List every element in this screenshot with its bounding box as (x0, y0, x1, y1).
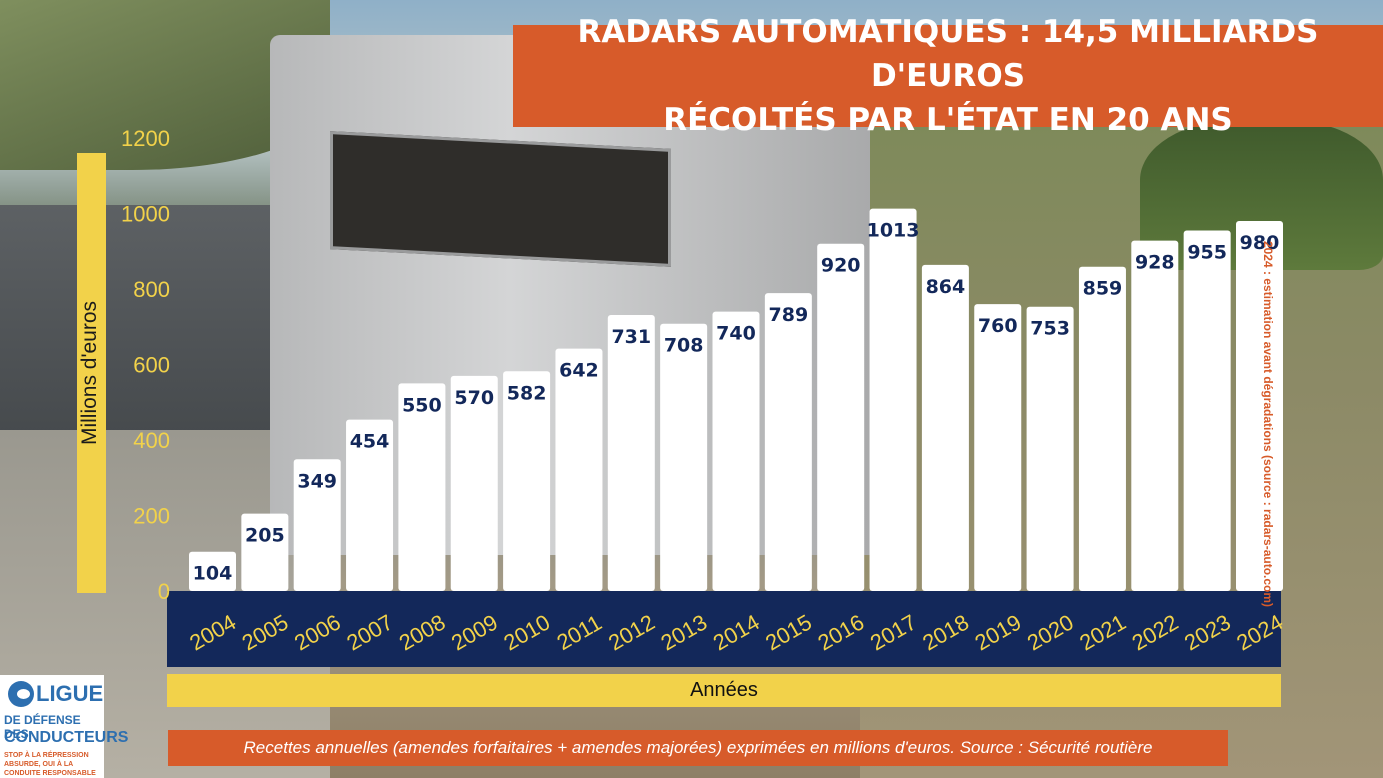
x-tick-label-2011: 2011 (552, 610, 605, 655)
data-label-2022: 928 (1135, 252, 1175, 274)
bar-2010 (503, 371, 551, 591)
data-label-2010: 582 (507, 382, 547, 404)
bar-2011 (555, 348, 603, 591)
logo-mark-icon (8, 681, 34, 707)
bar-2008 (398, 383, 446, 591)
x-tick-label-2012: 2012 (604, 609, 659, 655)
y-tick-label: 600 (133, 353, 170, 378)
logo-tagline: STOP À LA RÉPRESSION ABSURDE, OUI À LA C… (4, 752, 96, 777)
bar-2020 (1026, 306, 1074, 591)
bar-2006 (293, 459, 341, 591)
x-tick-label-2013: 2013 (656, 609, 711, 655)
data-label-2005: 205 (245, 525, 285, 547)
data-label-2008: 550 (402, 394, 442, 416)
data-label-2019: 760 (978, 315, 1018, 337)
y-axis-strip (77, 153, 106, 593)
x-tick-label-2015: 2015 (761, 609, 816, 655)
logo-text-line-1: LIGUE (36, 681, 104, 706)
bar-2014 (712, 311, 760, 591)
x-tick-label-2023: 2023 (1180, 609, 1235, 655)
x-tick-label-2022: 2022 (1128, 609, 1183, 655)
x-tick-label-2009: 2009 (447, 609, 502, 655)
x-tick-label-2008: 2008 (395, 609, 450, 655)
bar-2024 (1236, 221, 1283, 592)
data-label-2016: 920 (821, 255, 861, 277)
x-tick-label-2004: 2004 (185, 609, 240, 655)
logo-text-line-2: DE DÉFENSE DES (4, 713, 81, 741)
x-tick-label-2017: 2017 (866, 609, 921, 655)
bar-2007 (346, 419, 394, 591)
x-tick-label-2019: 2019 (971, 609, 1026, 655)
data-label-2017: 1013 (867, 220, 920, 242)
bar-2023 (1183, 230, 1231, 592)
title-line-2: RÉCOLTÉS PAR L'ÉTAT EN 20 ANS (663, 102, 1233, 138)
background-road (0, 205, 300, 445)
bar-2021 (1078, 266, 1126, 591)
bar-2005 (241, 513, 289, 591)
estimate-note: 2024 : estimation avant dégradations (so… (1261, 240, 1275, 608)
x-tick-label-2006: 2006 (290, 609, 345, 655)
data-label-2024: 980 (1240, 232, 1280, 254)
data-label-2007: 454 (350, 431, 390, 453)
x-tick-label-2024: 2024 (1232, 609, 1287, 655)
y-tick-label: 400 (133, 428, 170, 453)
y-tick-label: 1000 (121, 202, 170, 227)
bar-2015 (764, 293, 812, 591)
data-label-2009: 570 (454, 387, 494, 409)
data-label-2013: 708 (664, 335, 704, 357)
x-tick-label-2021: 2021 (1075, 609, 1130, 655)
data-label-2023: 955 (1187, 241, 1227, 263)
bar-2017 (869, 208, 917, 591)
y-tick-label: 800 (133, 277, 170, 302)
bar-2018 (921, 264, 969, 591)
x-tick-label-2010: 2010 (499, 609, 554, 655)
data-label-2006: 349 (297, 470, 337, 492)
x-tick-label-2007: 2007 (342, 609, 397, 655)
x-tick-label-2014: 2014 (709, 609, 764, 655)
data-label-2018: 864 (926, 276, 966, 298)
logo: LIGUE DE DÉFENSE DES CONDUCTEURS STOP À … (0, 675, 129, 778)
x-axis-label: Années (167, 674, 1281, 707)
y-tick-label: 1200 (121, 126, 170, 151)
bar-2009 (450, 375, 498, 591)
x-tick-label-2020: 2020 (1023, 609, 1078, 655)
title-line-1: RADARS AUTOMATIQUES : 14,5 MILLIARDS D'E… (577, 14, 1319, 94)
bar-2013 (660, 323, 708, 591)
x-tick-label-2018: 2018 (918, 609, 973, 655)
data-label-2014: 740 (716, 323, 756, 345)
data-label-2012: 731 (611, 326, 651, 348)
bar-2016 (817, 243, 865, 591)
bar-2004 (189, 551, 236, 591)
y-tick-label: 0 (158, 579, 170, 604)
data-label-2021: 859 (1083, 278, 1123, 300)
x-axis-band (167, 591, 1281, 667)
data-label-2004: 104 (193, 563, 233, 585)
y-tick-label: 200 (133, 504, 170, 529)
data-label-2015: 789 (769, 304, 809, 326)
bar-2012 (607, 315, 655, 591)
bar-2022 (1131, 240, 1179, 591)
data-label-2020: 753 (1030, 318, 1070, 340)
logo-text-line-3: CONDUCTEURS (4, 729, 129, 746)
x-tick-label-2016: 2016 (814, 609, 869, 655)
x-tick-label-2005: 2005 (238, 609, 293, 655)
data-label-2011: 642 (559, 360, 599, 382)
caption: Recettes annuelles (amendes forfaitaires… (168, 730, 1228, 766)
bar-2019 (974, 304, 1022, 591)
title-banner: RADARS AUTOMATIQUES : 14,5 MILLIARDS D'E… (513, 14, 1383, 138)
